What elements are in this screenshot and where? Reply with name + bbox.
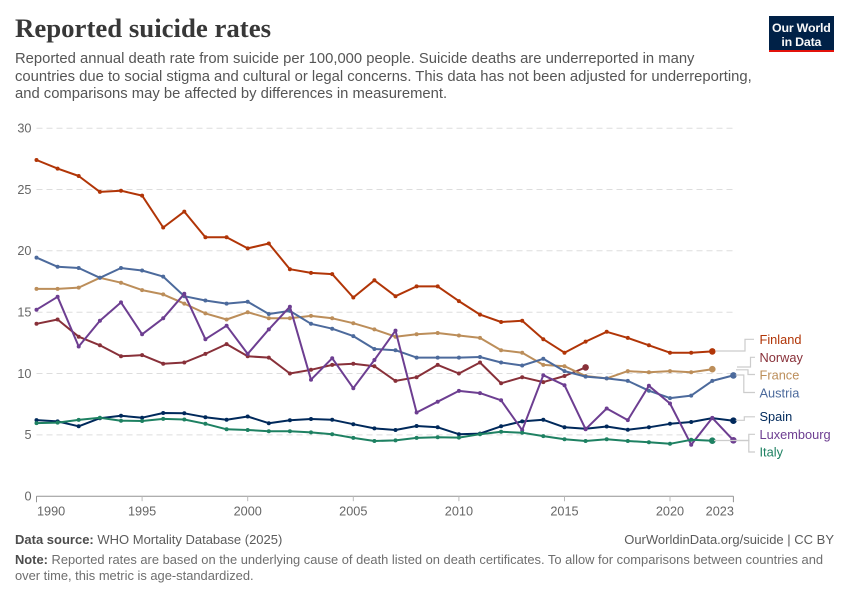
- svg-text:2005: 2005: [339, 505, 367, 519]
- svg-text:30: 30: [17, 122, 31, 136]
- svg-text:2015: 2015: [550, 505, 578, 519]
- svg-text:Spain: Spain: [760, 409, 793, 424]
- svg-text:Luxembourg: Luxembourg: [760, 427, 831, 442]
- svg-text:10: 10: [17, 367, 31, 381]
- svg-text:2000: 2000: [234, 505, 262, 519]
- svg-text:2010: 2010: [445, 505, 473, 519]
- svg-text:5: 5: [24, 428, 31, 442]
- svg-text:25: 25: [17, 183, 31, 197]
- svg-text:20: 20: [17, 244, 31, 258]
- svg-text:0: 0: [24, 490, 31, 504]
- svg-text:1995: 1995: [128, 505, 156, 519]
- svg-text:15: 15: [17, 306, 31, 320]
- svg-text:Austria: Austria: [760, 386, 801, 401]
- svg-text:Norway: Norway: [760, 350, 804, 365]
- svg-text:2023: 2023: [706, 505, 734, 519]
- svg-text:1990: 1990: [37, 505, 65, 519]
- svg-text:2020: 2020: [656, 505, 684, 519]
- svg-text:France: France: [760, 368, 800, 383]
- svg-text:Finland: Finland: [760, 332, 802, 347]
- svg-text:Italy: Italy: [760, 445, 784, 460]
